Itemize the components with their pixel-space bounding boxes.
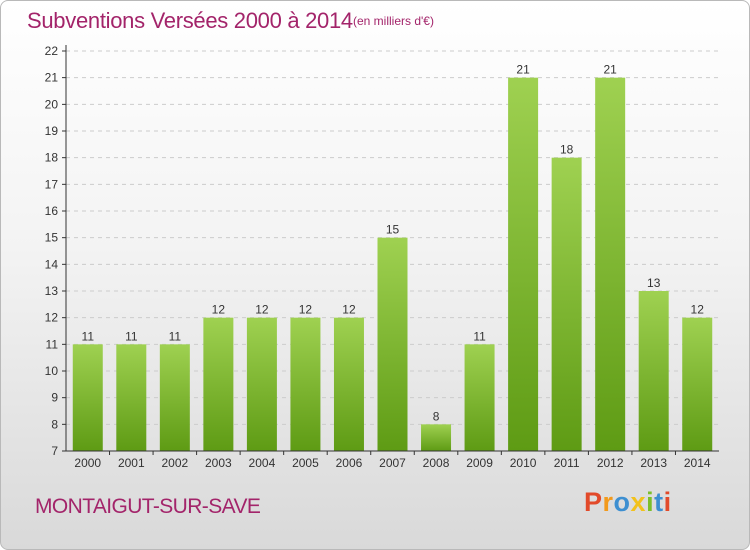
logo-letter: x bbox=[630, 487, 647, 517]
x-tick-label: 2011 bbox=[554, 456, 580, 470]
x-tick-label: 2010 bbox=[510, 456, 537, 470]
x-tick-label: 2005 bbox=[292, 456, 319, 470]
y-tick-label: 22 bbox=[45, 44, 59, 58]
y-tick-label: 15 bbox=[45, 231, 59, 245]
data-label: 21 bbox=[516, 63, 530, 77]
y-tick-label: 12 bbox=[45, 311, 59, 325]
data-label: 12 bbox=[299, 303, 313, 317]
proxiti-logo: Proxiti bbox=[584, 487, 672, 518]
bar-2010 bbox=[508, 77, 539, 452]
x-tick-label: 2009 bbox=[466, 456, 493, 470]
data-label: 12 bbox=[691, 303, 705, 317]
logo-letter: i bbox=[646, 487, 655, 517]
bar-2009 bbox=[464, 344, 495, 451]
data-label: 11 bbox=[125, 329, 138, 343]
y-axis-ticks: 7 8 9 10 11 12 13 14 15 16 17 18 19 20 21 22 bbox=[45, 44, 66, 458]
logo-letter: P bbox=[584, 487, 603, 517]
bar-2003 bbox=[203, 317, 234, 451]
bar-2000 bbox=[72, 344, 103, 451]
data-label: 12 bbox=[255, 303, 269, 317]
x-tick-label: 2000 bbox=[74, 456, 101, 470]
data-label: 11 bbox=[82, 329, 95, 343]
logo-letter: i bbox=[663, 487, 672, 517]
bar-2013 bbox=[638, 291, 669, 451]
logo-letter: r bbox=[602, 487, 614, 517]
x-tick-label: 2003 bbox=[205, 456, 232, 470]
bar-2002 bbox=[159, 344, 190, 451]
data-label: 12 bbox=[342, 303, 356, 317]
data-label: 8 bbox=[433, 409, 440, 423]
x-tick-label: 2001 bbox=[118, 456, 145, 470]
y-tick-label: 8 bbox=[51, 417, 58, 431]
x-tick-label: 2007 bbox=[379, 456, 406, 470]
y-tick-label: 20 bbox=[45, 97, 59, 111]
bar-2005 bbox=[290, 317, 321, 451]
y-tick-label: 10 bbox=[45, 364, 59, 378]
bar-2007 bbox=[377, 237, 408, 451]
bar-2001 bbox=[116, 344, 147, 451]
data-label: 11 bbox=[169, 329, 182, 343]
x-tick-label: 2008 bbox=[423, 456, 450, 470]
y-tick-label: 18 bbox=[45, 151, 59, 165]
place-name: MONTAIGUT-SUR-SAVE bbox=[35, 495, 261, 518]
y-tick-label: 9 bbox=[51, 391, 58, 405]
bar-2008 bbox=[421, 424, 452, 451]
data-label: 13 bbox=[647, 276, 661, 290]
y-tick-label: 21 bbox=[45, 71, 59, 85]
x-tick-label: 2004 bbox=[249, 456, 276, 470]
bar-2004 bbox=[246, 317, 277, 451]
data-label: 18 bbox=[560, 143, 574, 157]
bar-2014 bbox=[682, 317, 713, 451]
y-tick-label: 17 bbox=[45, 177, 59, 191]
x-tick-label: 2002 bbox=[161, 456, 188, 470]
logo-letter: t bbox=[654, 487, 664, 517]
x-tick-label: 2013 bbox=[640, 456, 667, 470]
y-tick-label: 16 bbox=[45, 204, 59, 218]
x-axis-ticks: 2000 2001 2002 2003 2004 2005 2006 2007 2008 2009… bbox=[74, 451, 711, 470]
data-label: 12 bbox=[212, 303, 226, 317]
bar-2012 bbox=[595, 77, 626, 452]
bar-2006 bbox=[333, 317, 364, 451]
bar-2011 bbox=[551, 157, 582, 451]
chart-title: Subventions Versées 2000 à 2014 bbox=[27, 8, 353, 33]
data-label: 21 bbox=[603, 63, 617, 77]
unit-note: (en milliers d'€) bbox=[353, 14, 434, 28]
x-tick-label: 2006 bbox=[336, 456, 363, 470]
y-tick-label: 14 bbox=[45, 257, 59, 271]
data-label: 15 bbox=[386, 223, 400, 237]
x-tick-label: 2012 bbox=[597, 456, 624, 470]
bars: 11 11 11 12 12 12 12 15 8 11 21 18 21 13 12 bbox=[72, 63, 713, 452]
logo-letter: o bbox=[613, 487, 631, 517]
data-label: 11 bbox=[473, 329, 486, 343]
y-tick-label: 7 bbox=[51, 444, 58, 458]
x-tick-label: 2014 bbox=[684, 456, 711, 470]
y-tick-label: 11 bbox=[46, 337, 59, 351]
y-tick-label: 19 bbox=[45, 124, 59, 138]
y-tick-label: 13 bbox=[45, 284, 59, 298]
